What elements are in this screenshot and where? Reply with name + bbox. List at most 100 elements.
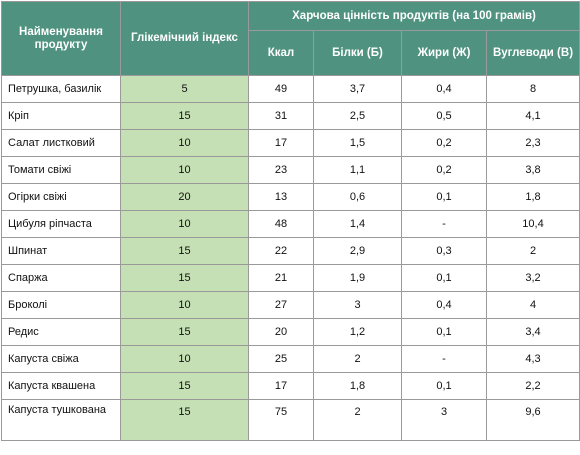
nutrition-table: Найменування продукту Глікемічний індекс… — [1, 1, 580, 441]
fat-cell: 0,3 — [401, 237, 487, 265]
header-protein: Білки (Б) — [313, 30, 402, 76]
protein-cell: 0,6 — [313, 183, 402, 211]
product-name-cell: Капуста тушкована — [1, 399, 121, 441]
kcal-cell: 75 — [248, 399, 314, 441]
product-name-cell: Капуста свіжа — [1, 345, 121, 373]
table-row: Капуста свіжа 10 25 2-4,3 — [1, 345, 580, 373]
table-row: Огірки свіжі 20 13 0,6 0,1 1,8 — [1, 183, 580, 211]
table-body: Петрушка, базилік 5 49 3,7 0,4 8 Кріп 15 31 2,5 0,… — [1, 75, 580, 441]
fat-cell: - — [401, 345, 487, 373]
kcal-cell: 22 — [248, 237, 314, 265]
protein-cell: 1,1 — [313, 156, 402, 184]
protein-cell: 3 — [313, 291, 402, 319]
table-row: Капуста квашена 15 17 1,8 0,1 2,2 — [1, 372, 580, 400]
protein-cell: 1,5 — [313, 129, 402, 157]
table-row: Салат листковий 10 17 1,5 0,2 2,3 — [1, 129, 580, 157]
table-row: Капуста тушкована 15 75 2 3 9,6 — [1, 399, 580, 441]
fat-cell: 0,2 — [401, 129, 487, 157]
product-name-cell: Спаржа — [1, 264, 121, 292]
fat-cell: 0,2 — [401, 156, 487, 184]
carbs-cell: 9,6 — [486, 399, 580, 441]
glycemic-index-cell: 15 — [120, 318, 249, 346]
glycemic-index-cell: 15 — [120, 237, 249, 265]
carbs-cell: 1,8 — [486, 183, 580, 211]
kcal-cell: 23 — [248, 156, 314, 184]
carbs-cell: 2,3 — [486, 129, 580, 157]
protein-cell: 2 — [313, 345, 402, 373]
table-row: Томати свіжі 10 23 1,1 0,2 3,8 — [1, 156, 580, 184]
product-name-cell: Редис — [1, 318, 121, 346]
kcal-cell: 20 — [248, 318, 314, 346]
table-row: Петрушка, базилік 5 49 3,7 0,4 8 — [1, 75, 580, 103]
carbs-cell: 3,8 — [486, 156, 580, 184]
kcal-cell: 17 — [248, 372, 314, 400]
carbs-cell: 4,3 — [486, 345, 580, 373]
product-name-cell: Капуста квашена — [1, 372, 121, 400]
product-name-cell: Броколі — [1, 291, 121, 319]
protein-cell: 1,8 — [313, 372, 402, 400]
header-nutrition-value: Харчова цінність продуктів (на 100 грамі… — [248, 1, 580, 31]
protein-cell: 2,5 — [313, 102, 402, 130]
header-fat: Жири (Ж) — [401, 30, 487, 76]
header-carbs: Вуглеводи (В) — [486, 30, 580, 76]
glycemic-index-cell: 15 — [120, 372, 249, 400]
protein-cell: 1,2 — [313, 318, 402, 346]
carbs-cell: 4,1 — [486, 102, 580, 130]
carbs-cell: 3,2 — [486, 264, 580, 292]
protein-cell: 1,9 — [313, 264, 402, 292]
kcal-cell: 13 — [248, 183, 314, 211]
glycemic-index-cell: 5 — [120, 75, 249, 103]
glycemic-index-cell: 10 — [120, 129, 249, 157]
fat-cell: 3 — [401, 399, 487, 441]
fat-cell: 0,1 — [401, 264, 487, 292]
protein-cell: 1,4 — [313, 210, 402, 238]
carbs-cell: 10,4 — [486, 210, 580, 238]
carbs-cell: 2 — [486, 237, 580, 265]
table-row: Спаржа 15 21 1,9 0,1 3,2 — [1, 264, 580, 292]
fat-cell: - — [401, 210, 487, 238]
fat-cell: 0,1 — [401, 318, 487, 346]
header-product-name: Найменування продукту — [1, 1, 121, 76]
kcal-cell: 25 — [248, 345, 314, 373]
glycemic-index-cell: 15 — [120, 102, 249, 130]
product-name-cell: Цибуля ріпчаста — [1, 210, 121, 238]
product-name-cell: Салат листковий — [1, 129, 121, 157]
glycemic-index-cell: 10 — [120, 291, 249, 319]
kcal-cell: 21 — [248, 264, 314, 292]
kcal-cell: 17 — [248, 129, 314, 157]
glycemic-index-cell: 10 — [120, 210, 249, 238]
kcal-cell: 48 — [248, 210, 314, 238]
kcal-cell: 31 — [248, 102, 314, 130]
product-name-cell: Огірки свіжі — [1, 183, 121, 211]
fat-cell: 0,4 — [401, 291, 487, 319]
protein-cell: 3,7 — [313, 75, 402, 103]
kcal-cell: 49 — [248, 75, 314, 103]
protein-cell: 2,9 — [313, 237, 402, 265]
protein-cell: 2 — [313, 399, 402, 441]
header-glycemic-index: Глікемічний індекс — [120, 1, 249, 76]
fat-cell: 0,4 — [401, 75, 487, 103]
carbs-cell: 8 — [486, 75, 580, 103]
header-kcal: Ккал — [248, 30, 314, 76]
fat-cell: 0,1 — [401, 183, 487, 211]
fat-cell: 0,1 — [401, 372, 487, 400]
glycemic-index-cell: 15 — [120, 399, 249, 441]
table-row: Цибуля ріпчаста 10 48 1,4-10,4 — [1, 210, 580, 238]
glycemic-index-cell: 20 — [120, 183, 249, 211]
glycemic-index-cell: 10 — [120, 156, 249, 184]
product-name-cell: Томати свіжі — [1, 156, 121, 184]
product-name-cell: Петрушка, базилік — [1, 75, 121, 103]
product-name-cell: Шпинат — [1, 237, 121, 265]
product-name-cell: Кріп — [1, 102, 121, 130]
table-row: Шпинат 15 22 2,9 0,3 2 — [1, 237, 580, 265]
carbs-cell: 2,2 — [486, 372, 580, 400]
carbs-cell: 3,4 — [486, 318, 580, 346]
glycemic-index-cell: 15 — [120, 264, 249, 292]
fat-cell: 0,5 — [401, 102, 487, 130]
glycemic-index-cell: 10 — [120, 345, 249, 373]
table-row: Редис 15 20 1,2 0,1 3,4 — [1, 318, 580, 346]
table-row: Кріп 15 31 2,5 0,5 4,1 — [1, 102, 580, 130]
table-row: Броколі 10 27 3 0,4 4 — [1, 291, 580, 319]
kcal-cell: 27 — [248, 291, 314, 319]
carbs-cell: 4 — [486, 291, 580, 319]
